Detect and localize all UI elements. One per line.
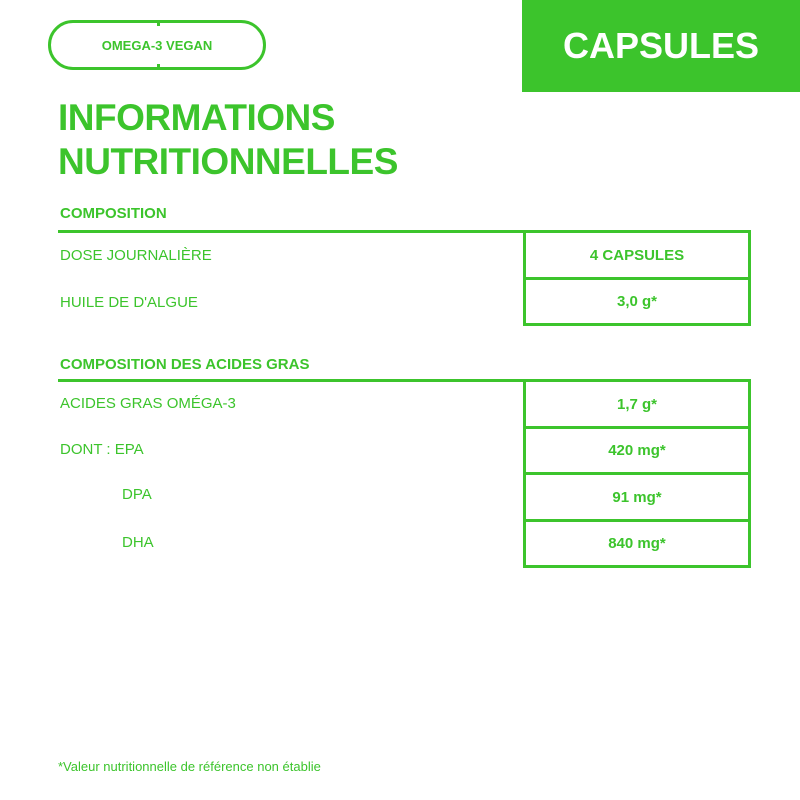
section-heading: COMPOSITION DES ACIDES GRAS [60, 356, 310, 373]
row-label: HUILE DE D'ALGUE [60, 294, 198, 311]
title-line-1: INFORMATIONS [58, 97, 335, 138]
divider [58, 379, 750, 382]
row-value: 3,0 g* [523, 277, 751, 326]
page-title: INFORMATIONS NUTRITIONNELLES [58, 96, 398, 184]
row-value: 1,7 g* [523, 379, 751, 429]
badge-label: OMEGA-3 VEGAN [101, 37, 213, 53]
row-label: DHA [122, 534, 154, 551]
footnote: *Valeur nutritionnelle de référence non … [58, 759, 321, 774]
format-banner: CAPSULES [522, 0, 800, 92]
row-value: 420 mg* [523, 426, 751, 475]
row-value: 4 CAPSULES [523, 230, 751, 280]
divider [58, 230, 750, 233]
row-label: DOSE JOURNALIÈRE [60, 247, 212, 264]
row-value: 840 mg* [523, 519, 751, 568]
row-label: DONT : EPA [60, 441, 144, 458]
row-label: DPA [122, 486, 152, 503]
product-badge: OMEGA-3 VEGAN [48, 20, 266, 70]
capsule-seam-top [157, 20, 160, 26]
section-heading: COMPOSITION [60, 205, 167, 222]
row-value: 91 mg* [523, 472, 751, 522]
capsule-seam-bottom [157, 64, 160, 70]
title-line-2: NUTRITIONNELLES [58, 141, 398, 182]
row-label: ACIDES GRAS OMÉGA-3 [60, 395, 236, 412]
